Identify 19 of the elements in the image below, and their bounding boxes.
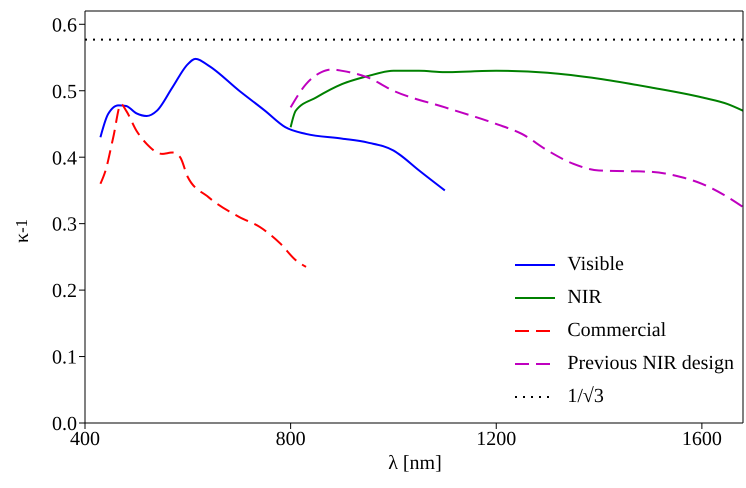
legend-label: Previous NIR design — [567, 351, 734, 376]
legend-label: NIR — [567, 285, 602, 310]
legend-label: Commercial — [567, 318, 666, 343]
y-tick-label: 0.4 — [52, 147, 77, 170]
line-series — [99, 58, 446, 192]
y-tick-label: 0.1 — [52, 346, 77, 369]
line-series — [290, 70, 743, 128]
y-tick-label: 0.5 — [52, 80, 77, 103]
legend-label: Visible — [567, 252, 624, 277]
y-tick-label: 0.3 — [52, 214, 77, 236]
line-series — [290, 68, 743, 208]
x-axis-title: λ [nm] — [387, 452, 443, 475]
legend-label: 1/√3 — [567, 384, 604, 409]
x-tick-label: 800 — [276, 428, 306, 450]
y-tick-label: 0.2 — [52, 280, 77, 302]
line-series — [99, 103, 308, 268]
x-tick-label: 1600 — [682, 428, 722, 450]
x-tick-label: 1200 — [476, 428, 516, 450]
y-tick-label: 0.6 — [52, 14, 77, 36]
